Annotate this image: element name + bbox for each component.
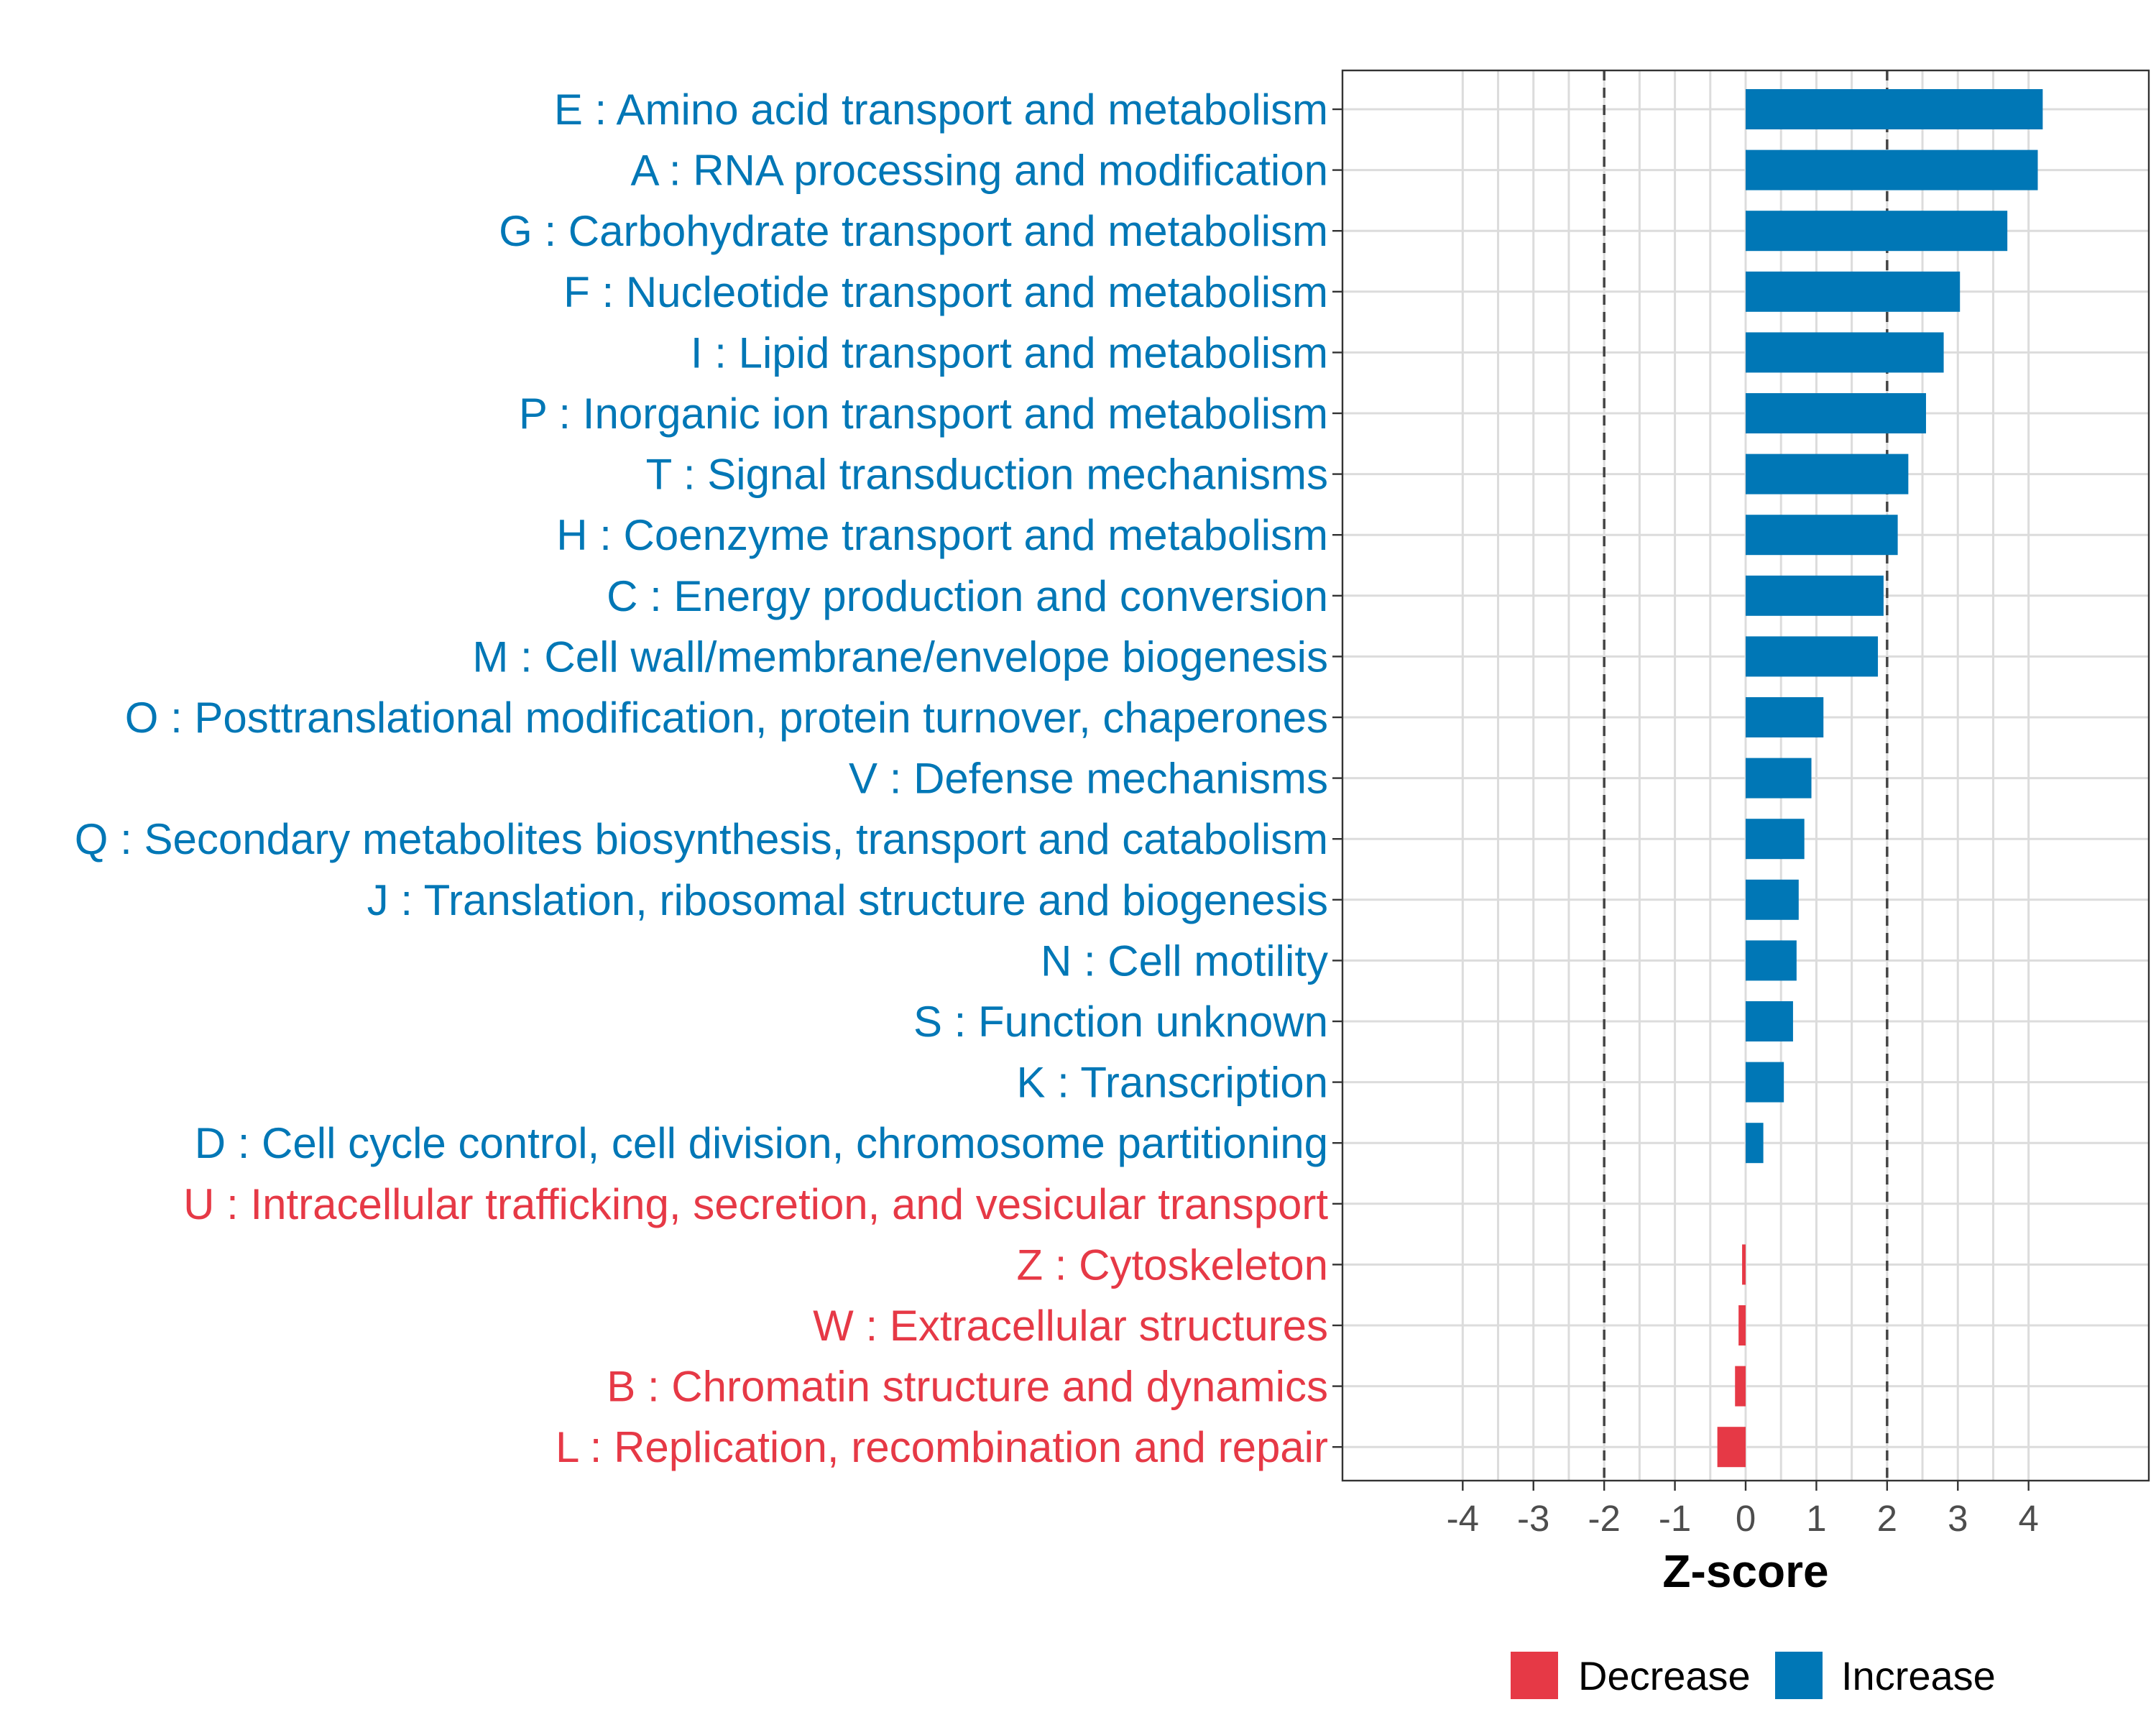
category-label: H : Coenzyme transport and metabolism [556, 511, 1328, 559]
bar [1746, 1062, 1784, 1103]
category-label: V : Defense mechanisms [849, 755, 1328, 803]
bar [1746, 636, 1879, 677]
category-label: Z : Cytoskeleton [1016, 1241, 1328, 1289]
bar [1738, 1305, 1746, 1346]
bar [1717, 1427, 1746, 1468]
bar [1746, 940, 1797, 981]
category-label: D : Cell cycle control, cell division, c… [195, 1119, 1328, 1167]
x-tick-label: 3 [1948, 1498, 1968, 1539]
x-axis-labels: -4 -3 -2 -1 0 1 2 3 4 [1447, 1498, 2039, 1539]
category-label: Q : Secondary metabolites biosynthesis, … [75, 815, 1328, 863]
category-label: N : Cell motility [1041, 937, 1328, 985]
category-label: O : Posttranslational modification, prot… [125, 694, 1328, 742]
category-label: E : Amino acid transport and metabolism [554, 86, 1328, 134]
category-label: F : Nucleotide transport and metabolism [563, 268, 1328, 316]
legend: Decrease Increase [1511, 1652, 1996, 1699]
category-label: L : Replication, recombination and repai… [556, 1423, 1328, 1471]
bar [1746, 271, 1961, 312]
y-axis-ticks [1332, 108, 1342, 1448]
category-label: J : Translation, ribosomal structure and… [367, 876, 1328, 924]
bar [1746, 211, 2008, 252]
bar [1746, 515, 1898, 556]
category-label: C : Energy production and conversion [607, 572, 1328, 620]
category-label: P : Inorganic ion transport and metaboli… [519, 390, 1328, 438]
x-tick-label: 4 [2018, 1498, 2038, 1539]
category-label: W : Extracellular structures [813, 1302, 1328, 1350]
category-label: G : Carbohydrate transport and metabolis… [499, 207, 1328, 255]
bar [1746, 332, 1944, 373]
x-tick-label: 1 [1806, 1498, 1826, 1539]
x-tick-label: 0 [1736, 1498, 1756, 1539]
x-tick-label: -1 [1659, 1498, 1691, 1539]
category-label: K : Transcription [1016, 1059, 1328, 1107]
reference-lines [1603, 70, 1889, 1481]
x-axis-title: Z-score [1662, 1545, 1828, 1597]
category-label: S : Function unknown [913, 998, 1328, 1046]
legend-key-decrease [1511, 1652, 1558, 1699]
x-tick-label: -4 [1447, 1498, 1479, 1539]
bar [1746, 758, 1812, 799]
bar [1746, 89, 2043, 129]
category-label: T : Signal transduction mechanisms [646, 451, 1328, 499]
legend-label: Increase [1841, 1653, 1996, 1698]
bar [1746, 1123, 1764, 1164]
x-tick-label: 2 [1877, 1498, 1897, 1539]
y-axis-labels: E : Amino acid transport and metabolism A… [75, 86, 1329, 1471]
bar [1746, 575, 1884, 616]
bar [1746, 819, 1805, 860]
category-label: M : Cell wall/membrane/envelope biogenes… [472, 632, 1328, 681]
bar [1746, 697, 1824, 737]
x-tick-label: -2 [1588, 1498, 1620, 1539]
category-label: B : Chromatin structure and dynamics [607, 1363, 1328, 1411]
category-label: A : RNA processing and modification [630, 147, 1328, 195]
category-label: U : Intracellular trafficking, secretion… [183, 1180, 1328, 1228]
legend-key-increase [1775, 1652, 1823, 1699]
bars [1717, 89, 2043, 1468]
bar [1746, 1001, 1793, 1041]
bar [1746, 879, 1799, 920]
bar [1746, 393, 1926, 433]
x-tick-label: -3 [1517, 1498, 1549, 1539]
category-label: I : Lipid transport and metabolism [691, 328, 1328, 377]
bar [1746, 150, 2038, 190]
bar [1735, 1366, 1746, 1407]
x-axis-ticks [1462, 1481, 2030, 1491]
bar [1746, 454, 1909, 494]
legend-label: Decrease [1578, 1653, 1751, 1698]
bar [1742, 1244, 1746, 1285]
